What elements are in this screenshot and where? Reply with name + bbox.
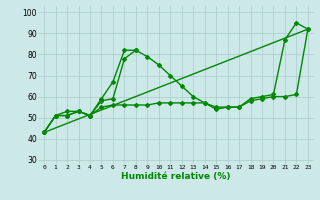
X-axis label: Humidité relative (%): Humidité relative (%) bbox=[121, 172, 231, 181]
